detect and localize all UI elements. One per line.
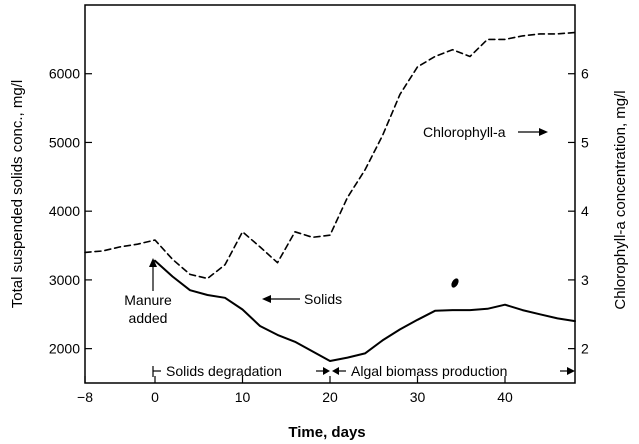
manure-added-arrow-head	[149, 258, 157, 267]
chlorophyll-arrow-head	[539, 128, 548, 136]
right-y-axis-title: Chlorophyll-a concentration, mg/l	[612, 90, 629, 309]
right-y-tick-label: 5	[581, 134, 589, 150]
chlorophyll-label: Chlorophyll-a	[423, 124, 506, 140]
right-y-tick-label: 4	[581, 203, 589, 219]
speck-mark	[451, 278, 459, 288]
phase-mid-arrow-left	[323, 367, 330, 375]
x-tick-label: 40	[497, 389, 513, 405]
solids-degradation-label: Solids degradation	[166, 363, 282, 379]
x-tick-label: 30	[410, 389, 426, 405]
x-tick-label: 20	[322, 389, 338, 405]
solids-arrow-head	[262, 295, 271, 303]
phase-mid-arrow-right	[332, 367, 339, 375]
series-line-solids	[154, 259, 576, 362]
series-layer	[84, 31, 576, 362]
phase-algal-biomass-production: Algal biomass production	[332, 363, 575, 379]
annotation-manure-added: Manure added	[124, 258, 172, 326]
left-y-tick-label: 4000	[49, 203, 80, 219]
right-y-tick-label: 2	[581, 341, 589, 357]
left-y-tick-label: 6000	[49, 66, 80, 82]
x-axis-ticks: −8 0 10 20 30 40	[77, 376, 513, 405]
annotation-solids: Solids	[262, 291, 342, 307]
manure-added-label-line2: added	[129, 310, 168, 326]
left-y-tick-label: 3000	[49, 272, 80, 288]
phase-end-arrow	[567, 367, 575, 375]
right-y-axis-ticks: 2 3 4 5 6	[568, 66, 589, 357]
annotation-chlorophyll: Chlorophyll-a	[423, 124, 548, 140]
solids-label: Solids	[304, 291, 342, 307]
plot-frame	[84, 4, 576, 384]
left-y-axis-ticks: 2000 3000 4000 5000 6000	[49, 66, 92, 357]
manure-added-label-line1: Manure	[124, 292, 172, 308]
algal-biomass-label: Algal biomass production	[351, 363, 507, 379]
left-y-tick-label: 5000	[49, 134, 80, 150]
left-y-axis-title: Total suspended solids conc., mg/l	[9, 80, 26, 308]
right-y-tick-label: 3	[581, 272, 589, 288]
x-axis-title: Time, days	[288, 424, 365, 441]
left-y-tick-label: 2000	[49, 341, 80, 357]
phase-solids-degradation: Solids degradation	[152, 363, 330, 379]
right-y-tick-label: 6	[581, 66, 589, 82]
series-line-chlorophyll-a	[84, 31, 576, 280]
x-tick-label: 10	[235, 389, 251, 405]
x-tick-label: −8	[77, 389, 93, 405]
x-tick-label: 0	[151, 389, 159, 405]
